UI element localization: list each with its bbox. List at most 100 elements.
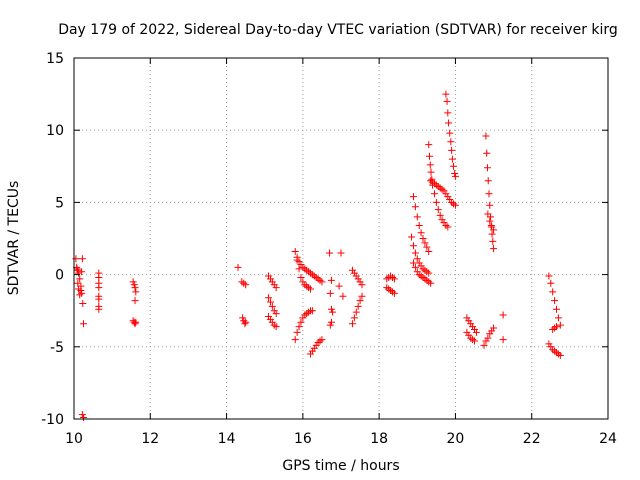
data-point xyxy=(337,249,345,257)
data-point xyxy=(448,155,456,163)
data-point xyxy=(242,281,250,289)
data-point xyxy=(425,152,433,160)
data-point xyxy=(265,294,273,302)
data-point xyxy=(78,268,86,276)
data-point xyxy=(308,307,316,315)
data-point xyxy=(425,141,433,149)
chart-title: Day 179 of 2022, Sidereal Day-to-day VTE… xyxy=(58,22,618,38)
data-point xyxy=(335,282,343,290)
x-axis-title: GPS time / hours xyxy=(282,458,399,474)
data-point xyxy=(268,302,276,310)
data-point xyxy=(556,351,564,359)
data-point xyxy=(447,138,455,146)
data-point xyxy=(451,201,459,209)
data-point xyxy=(421,239,429,247)
data-point xyxy=(80,414,88,422)
data-point xyxy=(484,177,492,185)
data-point xyxy=(554,314,562,322)
series-sat-n xyxy=(348,266,366,328)
data-point xyxy=(553,323,561,331)
series-sat-aa xyxy=(545,340,564,359)
data-point xyxy=(499,336,507,344)
data-point xyxy=(76,275,84,283)
data-point xyxy=(451,170,459,178)
data-point xyxy=(556,321,564,329)
data-point xyxy=(74,279,82,287)
data-point xyxy=(234,263,242,271)
data-point xyxy=(131,284,139,292)
data-point xyxy=(352,308,360,316)
data-point xyxy=(318,278,326,286)
series-sat-q xyxy=(408,233,433,277)
data-point xyxy=(95,284,103,292)
data-point xyxy=(469,336,477,344)
data-point xyxy=(241,320,249,328)
data-point xyxy=(545,272,553,280)
series-sat-e xyxy=(129,278,140,328)
data-point xyxy=(327,276,335,284)
data-point xyxy=(553,305,561,313)
grid xyxy=(74,58,608,419)
series-sat-l xyxy=(326,249,337,329)
data-point xyxy=(547,279,555,287)
data-point xyxy=(95,295,103,303)
data-point xyxy=(430,190,438,198)
x-tick-label: 14 xyxy=(218,431,236,447)
data-point xyxy=(79,299,87,307)
data-point xyxy=(293,253,301,261)
data-point xyxy=(390,275,398,283)
data-point xyxy=(297,318,305,326)
data-point xyxy=(78,411,86,419)
data-point xyxy=(272,284,280,292)
x-tick-label: 12 xyxy=(141,431,159,447)
series-sat-p xyxy=(409,193,433,255)
data-point xyxy=(451,172,459,180)
data-point xyxy=(356,297,364,305)
data-point xyxy=(329,308,337,316)
data-point xyxy=(409,193,417,201)
data-point xyxy=(78,289,86,297)
data-point xyxy=(446,129,454,137)
data-point xyxy=(419,235,427,242)
data-point xyxy=(444,223,452,231)
data-point xyxy=(291,336,299,344)
series-sat-y xyxy=(480,311,507,349)
data-point xyxy=(499,311,507,319)
data-point xyxy=(483,164,491,172)
data-point xyxy=(326,321,334,329)
data-point xyxy=(76,291,84,299)
data-point xyxy=(413,255,421,263)
y-axis-title: SDTVAR / TECUs xyxy=(6,181,22,296)
data-point xyxy=(483,149,491,157)
data-point xyxy=(490,226,498,234)
data-point xyxy=(427,168,435,176)
data-point xyxy=(413,213,421,221)
data-point xyxy=(485,190,493,198)
data-point xyxy=(427,279,435,287)
data-point xyxy=(490,245,498,253)
data-point xyxy=(551,297,559,305)
data-point xyxy=(484,334,492,342)
data-point xyxy=(482,132,490,140)
data-point xyxy=(77,282,85,290)
data-point xyxy=(471,337,478,345)
data-point xyxy=(450,200,458,208)
series-sat-v xyxy=(463,314,480,345)
series-sat-o xyxy=(383,272,398,297)
data-point xyxy=(131,320,139,328)
series-sat-f xyxy=(234,263,250,328)
data-point xyxy=(132,318,140,326)
data-point xyxy=(549,288,557,296)
data-point xyxy=(450,162,458,170)
series-sat-b xyxy=(73,263,88,328)
data-point xyxy=(486,217,494,225)
data-point xyxy=(443,97,451,105)
y-tick-label: -5 xyxy=(50,340,64,356)
data-point xyxy=(417,229,425,237)
data-point xyxy=(434,206,442,214)
data-point xyxy=(75,269,83,277)
y-tick-label: 10 xyxy=(46,123,64,139)
x-tick-label: 18 xyxy=(370,431,388,447)
